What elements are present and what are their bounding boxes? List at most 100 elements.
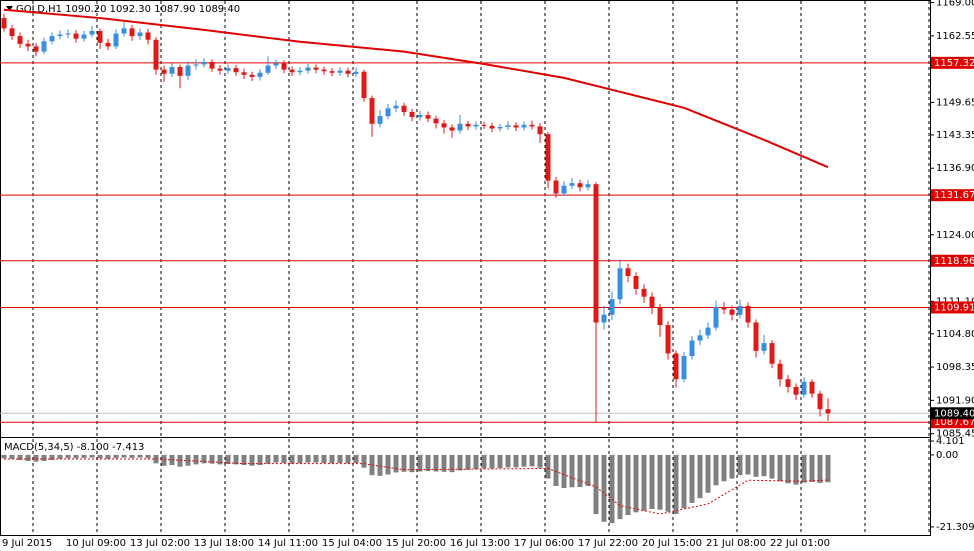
macd-bar [745, 454, 751, 475]
y-tick-label: 1169.00 [936, 0, 974, 9]
candle-body [321, 69, 327, 72]
macd-bar [241, 454, 247, 466]
candle-body [409, 111, 415, 118]
level-tag: 1118.96 [931, 254, 974, 267]
macd-bar [633, 454, 639, 513]
candle-body [433, 118, 439, 124]
macd-bar [433, 454, 439, 472]
candle-body [753, 322, 759, 351]
candle-body [113, 33, 119, 47]
candle-body [17, 36, 23, 44]
macd-bar [321, 454, 327, 464]
candle-body [745, 305, 751, 323]
macd-bar [393, 454, 399, 473]
candle-body [553, 180, 559, 194]
candle-body [49, 36, 55, 42]
macd-bar [289, 454, 295, 464]
candle-body [153, 39, 159, 70]
level-tag-box [931, 56, 974, 69]
macd-bar [25, 454, 31, 461]
macd-bar [57, 454, 63, 459]
macd-bar [513, 454, 519, 468]
x-tick-label: 17 Jul 06:00 [514, 538, 574, 549]
candle-body [385, 108, 391, 117]
macd-bar [353, 454, 359, 464]
macd-bar [649, 454, 655, 509]
candle-body [809, 381, 815, 394]
x-tick-label: 13 Jul 18:00 [194, 538, 254, 549]
macd-bar [73, 454, 79, 459]
candle-body [289, 69, 295, 73]
candle-body [65, 33, 71, 35]
level-tag: 1157.32 [931, 56, 974, 69]
candle-body [561, 185, 567, 194]
macd-bar [233, 454, 239, 465]
current-price-box [931, 407, 974, 420]
candle-body [417, 115, 423, 118]
level-tag: 1109.91 [931, 301, 974, 314]
candle-body [25, 43, 31, 47]
macd-bar [441, 454, 447, 472]
candle-body [601, 314, 607, 323]
candle-body [281, 63, 287, 70]
macd-bar [505, 454, 511, 468]
candle-body [209, 61, 215, 69]
level-tag-label: 1118.96 [934, 256, 974, 267]
level-tag-label: 1157.32 [934, 58, 974, 69]
candle-body [353, 71, 359, 74]
candle-body [609, 299, 615, 315]
candle-body [593, 184, 599, 323]
candle-body [785, 379, 791, 387]
y-tick-label: 1136.90 [936, 163, 974, 174]
candle-body [81, 34, 87, 39]
candle-body [817, 393, 823, 410]
macd-bar [817, 454, 823, 483]
candle-body [185, 65, 191, 76]
candle-body [545, 134, 551, 181]
macd-bar [601, 454, 607, 522]
macd-bar [689, 454, 695, 503]
macd-bar [809, 454, 815, 482]
macd-bar [697, 454, 703, 499]
macd-bar [521, 454, 527, 467]
candle-body [201, 61, 207, 65]
macd-bar [257, 454, 263, 466]
candle-body [169, 67, 175, 74]
candle-body [497, 126, 503, 129]
candle-body [585, 184, 591, 188]
macd-bar [793, 454, 799, 485]
macd-bar [737, 454, 743, 476]
y-tick-label: 1091.90 [936, 395, 974, 406]
candle-body [401, 105, 407, 112]
level-tag: 1131.67 [931, 189, 974, 202]
macd-bar [201, 454, 207, 464]
macd-bar [65, 454, 71, 459]
candle-body [521, 124, 527, 128]
macd-bar [345, 454, 351, 464]
macd-bar [97, 454, 103, 459]
candle-body [513, 125, 519, 128]
candle-body [625, 268, 631, 277]
y-tick-label: 1104.80 [936, 329, 974, 340]
macd-bar [721, 454, 727, 482]
y-tick-label: 1124.00 [936, 230, 974, 241]
candle-body [713, 306, 719, 328]
macd-bar [337, 454, 343, 464]
macd-signal [4, 458, 829, 515]
macd-bar [297, 454, 303, 464]
macd-bar [49, 454, 55, 460]
macd-bar [465, 454, 471, 470]
macd-bar [473, 454, 479, 470]
macd-bar [145, 454, 151, 459]
level-tag-box [931, 189, 974, 202]
macd-y-tick-label: 4.101 [936, 436, 965, 447]
macd-bar [329, 454, 335, 464]
macd-bar [281, 454, 287, 464]
candle-body [705, 327, 711, 336]
macd-bar [497, 454, 503, 469]
candle-body [505, 125, 511, 127]
macd-bar [129, 454, 135, 458]
candle-body [721, 306, 727, 310]
